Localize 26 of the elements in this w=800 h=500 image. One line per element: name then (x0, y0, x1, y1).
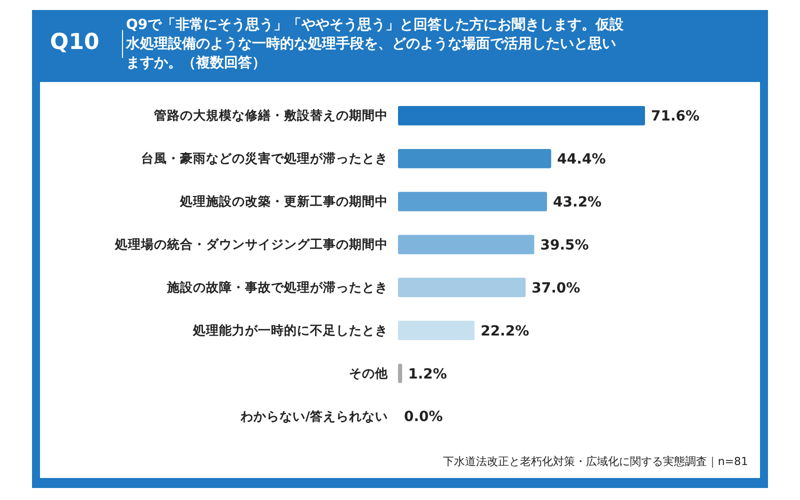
data-label: 1.2% (408, 366, 447, 382)
y-tick-label: 処理場の統合・ダウンサイジング工事の期間中 (114, 236, 388, 252)
data-label: 39.5% (540, 237, 589, 254)
bar (398, 234, 534, 254)
bar (398, 106, 645, 126)
text: 下水道法改正と老朽化対策・広域化に関する実態調査｜n=81 (442, 455, 748, 468)
data-label: 37.0% (532, 280, 580, 296)
data-label: 44.4% (557, 152, 606, 168)
bar (398, 148, 552, 168)
bar (398, 192, 548, 212)
y-tick-label: その他 (349, 365, 389, 380)
y-tick-label: 台風・豪雨などの災害で処理が滞ったとき (141, 150, 388, 166)
chart-subtitle: Q9で「非常にそう思う」「ややそう思う」と回答した方にお聞きします。仮設水処理設備のような一時的な処理手段を、どのような場面で活用したいと思いますか。（複数回答） (126, 16, 625, 73)
data-label: 43.2% (553, 194, 602, 210)
data-label: 0.0% (404, 409, 443, 426)
bar (398, 364, 402, 384)
y-tick-label: 処理施設の改築・更新工事の期間中 (179, 194, 388, 209)
y-tick-label: わからない/答えられない (239, 408, 388, 424)
y-tick-label: 処理能力が一時的に不足したとき (192, 322, 388, 338)
bar (398, 320, 475, 340)
text: Q10 (50, 30, 123, 58)
data-label: 71.6% (651, 108, 700, 125)
y-tick-label: 施設の故障・事故で処理が滞ったとき (166, 279, 388, 294)
bar (398, 278, 526, 298)
y-tick-label: 管路の大規模な修繕・敷設替えの期間中 (153, 108, 388, 123)
data-label: 22.2% (480, 323, 530, 340)
